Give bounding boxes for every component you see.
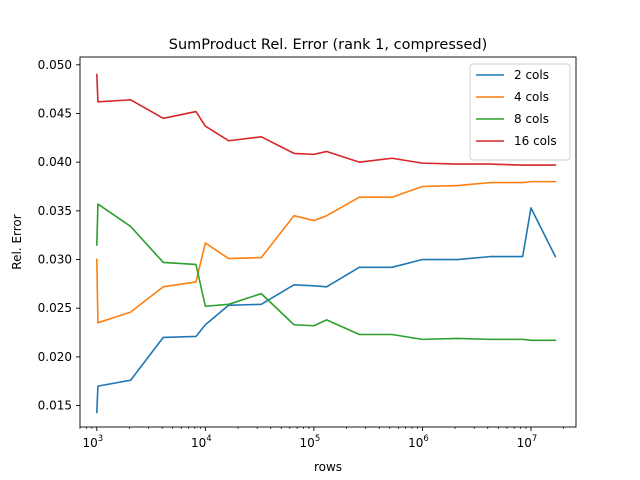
x-tick-label: 103	[82, 434, 103, 450]
x-axis: 103 104 105 106 107	[79, 427, 564, 450]
plot-area	[79, 56, 577, 428]
legend-box	[469, 63, 571, 161]
series-line-8-cols	[95, 203, 557, 342]
x-tick-label: 106	[408, 434, 429, 450]
legend-label: 8 cols	[514, 112, 549, 126]
series-line-4-cols	[95, 180, 557, 324]
series-line-16-cols	[95, 73, 557, 166]
series-layer	[95, 73, 557, 414]
legend-label: 2 cols	[514, 68, 549, 82]
y-axis: 0.015 0.020 0.025 0.030 0.035 0.040 0.045 0.050	[38, 58, 80, 413]
y-tick-label: 0.035	[38, 204, 72, 218]
x-tick-label: 104	[191, 434, 212, 450]
plot-frame	[79, 56, 577, 428]
legend-label: 16 cols	[514, 134, 557, 148]
y-tick-label: 0.025	[38, 301, 72, 315]
x-tick-label: 105	[300, 434, 321, 450]
legend-label: 4 cols	[514, 90, 549, 104]
y-tick-label: 0.040	[38, 155, 72, 169]
series-line-2-cols	[95, 207, 557, 414]
x-axis-label: rows	[314, 460, 342, 474]
legend: 2 cols 4 cols 8 cols 16 cols	[469, 63, 571, 161]
y-tick-label: 0.030	[38, 253, 72, 267]
x-tick-label: 107	[517, 434, 538, 450]
y-tick-label: 0.050	[38, 58, 72, 72]
y-tick-label: 0.015	[38, 399, 72, 413]
y-tick-label: 0.020	[38, 350, 72, 364]
chart-title: SumProduct Rel. Error (rank 1, compresse…	[169, 37, 488, 53]
y-axis-label: Rel. Error	[10, 214, 24, 269]
y-tick-label: 0.045	[38, 106, 72, 120]
